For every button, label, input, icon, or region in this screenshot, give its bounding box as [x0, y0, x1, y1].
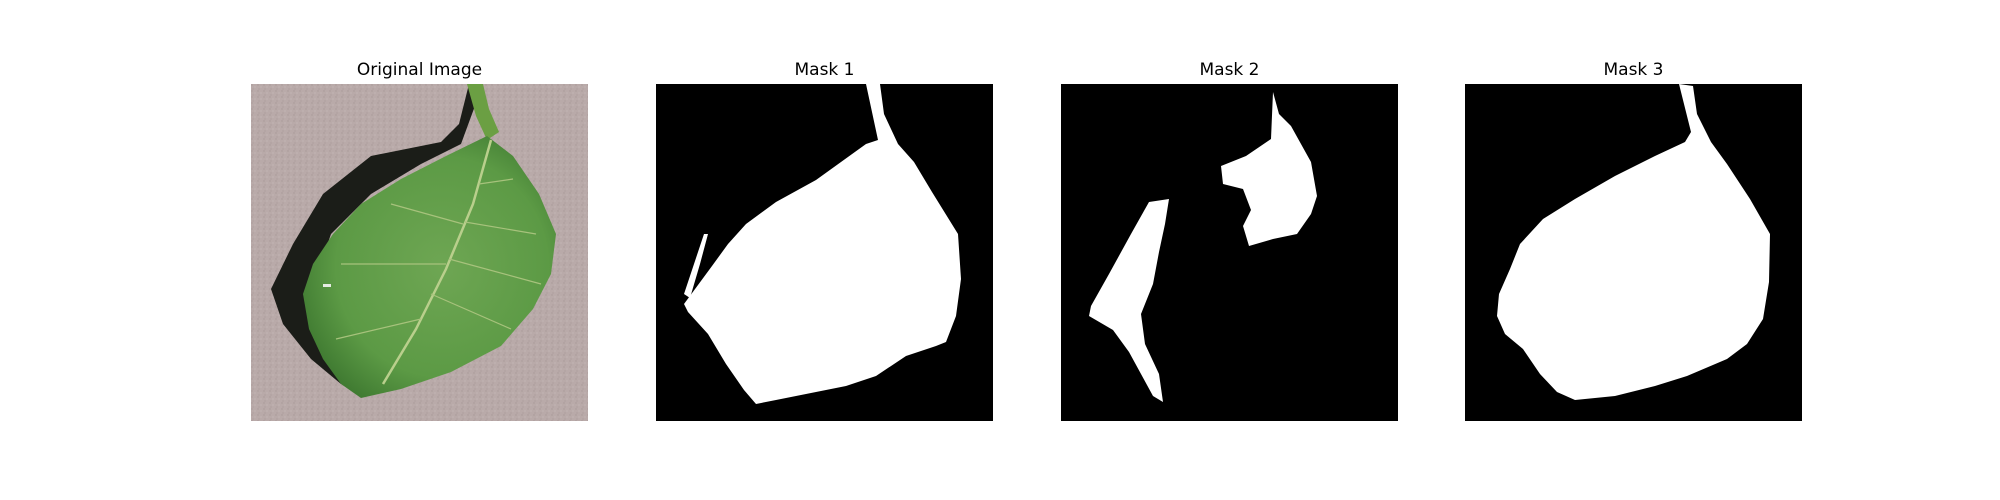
leaf-vein-2 — [464, 221, 537, 235]
leaf-stem — [467, 84, 499, 140]
panel-mask-2: Mask 2 — [1061, 56, 1398, 424]
mask-1-fragment-2 — [908, 331, 921, 342]
panel-title-mask-3: Mask 3 — [1603, 60, 1664, 80]
leaf-photo — [251, 84, 588, 421]
mask-1-image — [656, 84, 993, 421]
leaf-vein-1 — [478, 178, 514, 185]
mask-2-lower-region — [1089, 199, 1169, 402]
mask-3-leaf-region — [1497, 84, 1770, 400]
mask-2-background — [1061, 84, 1398, 421]
panel-title-mask-1: Mask 1 — [794, 60, 855, 80]
leaf-shadow — [271, 84, 483, 384]
mask-2-image — [1061, 84, 1398, 421]
mask-1-leaf-region — [684, 84, 961, 404]
panel-mask-3: Mask 3 — [1465, 56, 1802, 424]
leaf-midrib — [381, 139, 493, 385]
panel-title-original-image: Original Image — [356, 60, 483, 80]
leaf-blade — [303, 136, 556, 398]
panel-title-mask-2: Mask 2 — [1199, 60, 1260, 80]
leaf-vein-5 — [390, 203, 464, 225]
mask-2-upper-region — [1221, 92, 1317, 246]
leaf-vein-3 — [448, 258, 542, 285]
mask-3-image — [1465, 84, 1802, 421]
panel-original-image: Original Image — [251, 56, 588, 424]
leaf-vein-4 — [430, 293, 512, 330]
mask-1-fragment-1 — [684, 234, 708, 298]
leaf-spot — [323, 284, 331, 287]
panel-mask-1: Mask 1 — [656, 56, 993, 424]
leaf-vein-7 — [335, 318, 422, 340]
